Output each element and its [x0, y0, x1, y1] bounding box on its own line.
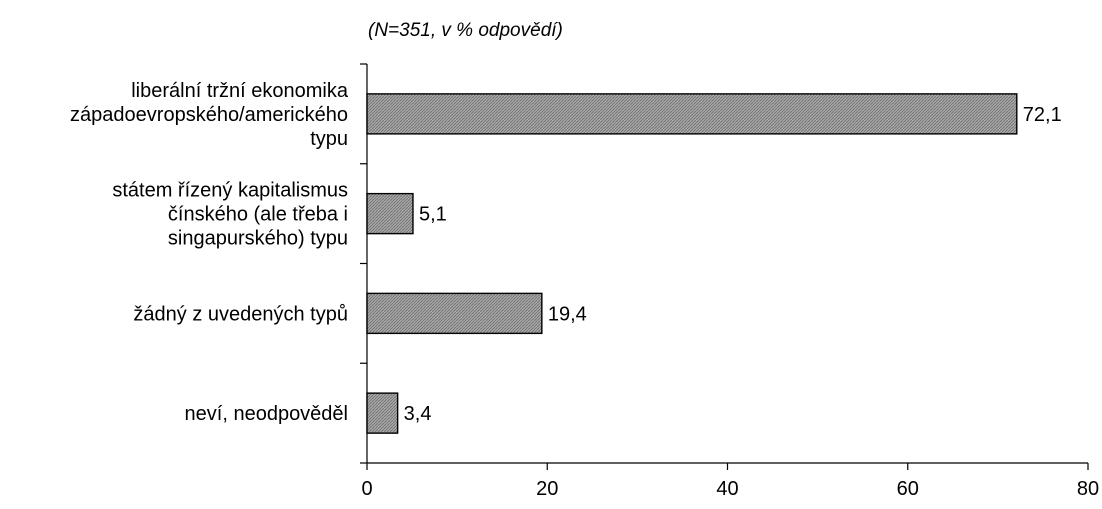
bar-value-label: 3,4	[404, 403, 432, 425]
bar-value-label: 72,1	[1023, 104, 1062, 126]
category-label-line: liberální tržní ekonomika	[131, 80, 349, 102]
category-label-line: žádný z uvedených typů	[133, 303, 348, 325]
plot-area: 0 20 40 60 80 72,1 liberální tržní ekonomika zá…	[70, 63, 1099, 500]
bar-value-label: 5,1	[419, 204, 447, 226]
bar	[366, 93, 1018, 135]
category-label-line: státem řízený kapitalismus	[112, 180, 348, 202]
category-label: státem řízený kapitalismus čínského (ale …	[112, 180, 348, 250]
category-label-line: neví, neodpověděl	[185, 403, 348, 425]
category-label-line: singapurského) typu	[168, 228, 348, 250]
category-label-line: typu	[310, 128, 348, 150]
x-tick-label: 80	[1077, 478, 1099, 500]
chart-subtitle: (N=351, v % odpovědí)	[368, 20, 563, 41]
category-label-line: čínského (ale třeba i	[168, 204, 348, 226]
x-tick-label: 60	[897, 478, 919, 500]
category-label: liberální tržní ekonomika západoevropskéh…	[70, 80, 349, 150]
bar	[366, 292, 543, 335]
category-label: neví, neodpověděl	[185, 403, 348, 425]
x-tick-label: 0	[361, 478, 372, 500]
bar	[366, 392, 399, 434]
bar-value-label: 19,4	[548, 303, 587, 325]
bar	[366, 192, 414, 235]
x-tick-label: 40	[716, 478, 738, 500]
category-label: žádný z uvedených typů	[133, 303, 348, 325]
category-label-line: západoevropského/amerického	[70, 104, 348, 126]
x-tick-label: 20	[536, 478, 558, 500]
